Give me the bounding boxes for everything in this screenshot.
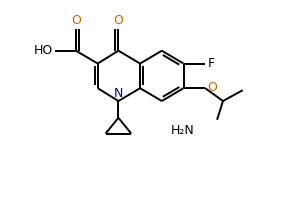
Text: O: O — [207, 81, 217, 94]
Text: F: F — [208, 57, 215, 70]
Text: HO: HO — [34, 44, 53, 57]
Text: H₂N: H₂N — [171, 124, 194, 137]
Text: N: N — [114, 87, 123, 100]
Text: O: O — [114, 14, 123, 27]
Text: O: O — [71, 14, 81, 27]
